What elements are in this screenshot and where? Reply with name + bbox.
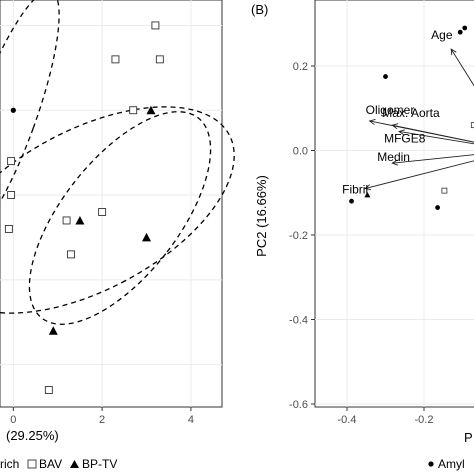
loading-arrow [392, 154, 474, 164]
loading-label: Age [431, 28, 453, 42]
point-bptv [364, 191, 371, 198]
point-rich [10, 107, 16, 113]
panel-a-x-axis-title: (29.25%) [6, 428, 59, 443]
legend-key-amyl [428, 461, 434, 467]
panel-a-points [4, 21, 164, 394]
legend-entry-bav: BAV [39, 457, 62, 471]
panel-b-x-axis-title: P [464, 430, 473, 445]
point-amyl [349, 198, 354, 204]
y-tick-label: -0.6 [289, 399, 308, 411]
loading-arrowhead [391, 123, 399, 130]
loading-arrow [399, 131, 474, 145]
point-bptv [75, 215, 85, 225]
legend-entry-amyl: Amyl [438, 457, 465, 471]
point-amyl [435, 205, 440, 210]
point-bav [44, 386, 53, 394]
x-tick-label: -0.4 [338, 414, 357, 426]
point-bav [7, 157, 16, 166]
loading-arrow [365, 160, 474, 189]
legend-key-bav [27, 459, 37, 469]
panel-a-frame [0, 0, 223, 408]
point-bptv [142, 232, 152, 242]
panel-a-ellipses [0, 0, 235, 325]
y-tick-label: 0.2 [293, 61, 308, 73]
ellipse-bav [0, 106, 235, 314]
loading-arrowhead [398, 129, 405, 136]
y-tick-label: -0.2 [289, 230, 308, 242]
panel-b-grid [315, 0, 474, 407]
point-amyl [457, 29, 463, 35]
loading-arrowhead [368, 119, 376, 125]
panel-a-grid [0, 0, 222, 407]
loading-label: MFGE8 [384, 131, 426, 145]
panel-b-y-axis-title: PC2 (16.66%) [254, 175, 269, 257]
point-amyl [462, 25, 468, 31]
x-tick-label: 0 [10, 414, 16, 426]
point-bptv [146, 105, 156, 115]
point-amyl [383, 74, 388, 79]
x-tick-label: 2 [99, 414, 105, 426]
panel-a: 0 2 4 (29.25%) rich BAV BP-TV [0, 0, 235, 471]
y-tick-label: -0.4 [289, 315, 308, 327]
point-bav [129, 106, 138, 115]
x-tick-label: -0.2 [415, 414, 434, 426]
point-bptv [48, 326, 58, 335]
panel-b-frame [314, 0, 474, 408]
point-bav [98, 208, 107, 216]
panel-b-legend: Amyl [428, 457, 465, 471]
loading-arrow [392, 124, 474, 143]
ellipse-bptv [28, 111, 212, 325]
point-bav [62, 216, 71, 225]
loading-label: Max. Aorta [382, 106, 440, 120]
point-bav [4, 224, 13, 233]
legend-entry-rich: rich [0, 457, 19, 471]
loading-arrow [450, 48, 474, 87]
loading-arrowhead [364, 184, 372, 191]
ellipse-rich [0, 0, 60, 246]
loading-arrowhead [450, 48, 457, 56]
panel-a-legend: rich BAV BP-TV [0, 457, 117, 471]
x-tick-label: 4 [188, 414, 194, 426]
point-bav [111, 55, 120, 64]
loading-label: Fibril [342, 183, 368, 197]
panel-b-y-ticks: 0.2 0.0 -0.2 -0.4 -0.6 [289, 61, 315, 411]
panel-b-loading-arrows [364, 48, 474, 191]
panel-b-x-ticks: -0.4 -0.2 [338, 407, 434, 426]
point-bav [7, 191, 16, 199]
point-bav [441, 187, 448, 194]
panel-a-x-ticks: 0 2 4 [10, 407, 194, 426]
panel-b-label: (B) [251, 2, 268, 17]
legend-entry-bptv: BP-TV [82, 457, 117, 471]
point-bav [67, 250, 75, 259]
y-tick-label: 0.0 [293, 146, 308, 158]
panel-b: (B) 0.2 0.0 -0.2 -0.4 -0.6 -0.4 -0.2 Age Oligo… [251, 0, 474, 471]
point-bav [155, 55, 164, 64]
point-bav [151, 21, 160, 30]
loading-label: Oligomer [366, 103, 415, 117]
legend-key-bptv [70, 460, 79, 468]
loading-arrowhead [391, 159, 399, 166]
loading-label: Medin [377, 150, 410, 164]
